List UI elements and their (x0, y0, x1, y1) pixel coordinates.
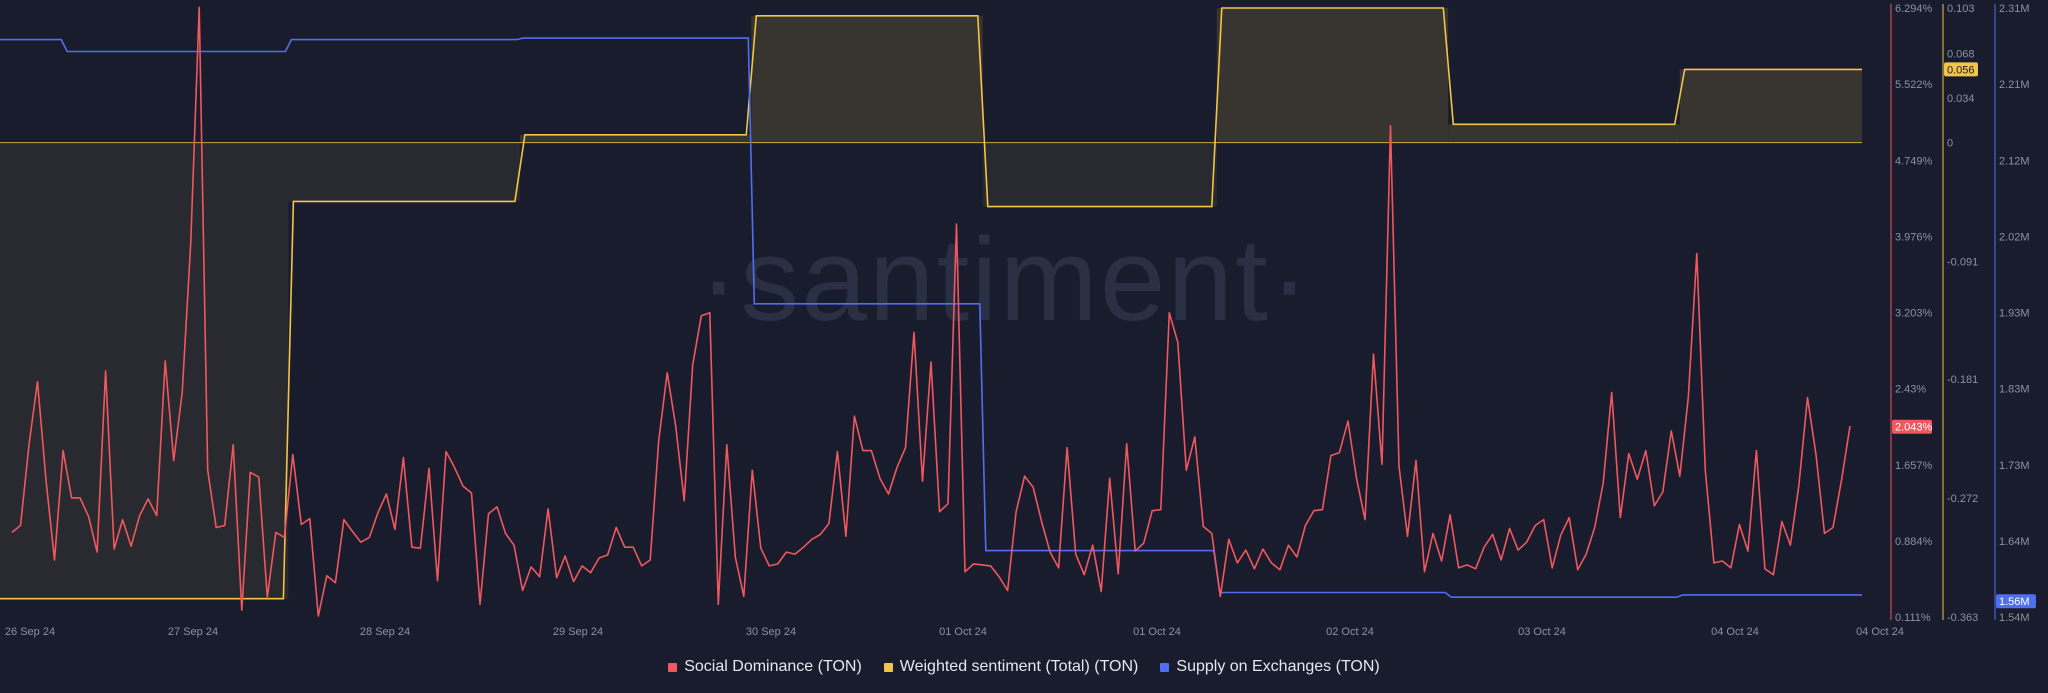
weighted-sentiment-tick-label: 0.068 (1947, 49, 1975, 61)
sentiment-fill-segment-5 (982, 142, 1217, 207)
x-tick-label: 27 Sep 24 (168, 626, 218, 638)
social-dominance-tick-label: 0.111% (1895, 612, 1931, 624)
social-dominance-tick-label: 3.203% (1895, 308, 1933, 320)
legend-swatch-social-dominance (668, 662, 678, 672)
social-dominance-tick-label: 5.522% (1895, 79, 1933, 91)
supply-tick-label: 1.83M (1999, 384, 2030, 396)
sentiment-fill-segment-3 (519, 134, 752, 143)
weighted-sentiment-tick-label: 0 (1947, 138, 1953, 150)
sentiment-line (0, 7, 1862, 600)
supply-tick-label: 1.54M (1999, 612, 2030, 624)
x-tick-label: 29 Sep 24 (553, 626, 603, 638)
x-tick-label: 30 Sep 24 (746, 626, 796, 638)
x-tick-label: 01 Oct 24 (1133, 626, 1181, 638)
social-dominance-current-badge (1892, 419, 1932, 434)
weighted-sentiment-current-badge (1944, 62, 1978, 77)
x-axis-ticks: 26 Sep 24 27 Sep 24 28 Sep 24 29 Sep 24 30 S… (5, 626, 1904, 638)
supply-tick-label: 2.21M (1999, 79, 2030, 91)
supply-line (0, 37, 1862, 598)
supply-tick-label: 1.73M (1999, 460, 2030, 472)
weighted-sentiment-tick-label: -0.272 (1947, 493, 1978, 505)
legend-label-weighted-sentiment: Weighted sentiment (Total) (TON) (899, 658, 1139, 675)
social-dominance-line (11, 6, 1851, 617)
x-tick-label: 02 Oct 24 (1326, 626, 1374, 638)
legend-item-social-dominance[interactable]: Social Dominance (TON) (668, 658, 862, 676)
legend-item-weighted-sentiment[interactable]: Weighted sentiment (Total) (TON) (883, 658, 1139, 676)
sentiment-fill-segment-2 (288, 142, 520, 202)
sentiment-fill-layer (0, 8, 1862, 599)
x-tick-label: 26 Sep 24 (5, 626, 55, 638)
weighted-sentiment-tick-label: 0.034 (1947, 93, 1975, 105)
social-dominance-tick-label: 6.294% (1895, 3, 1933, 15)
x-tick-label: 03 Oct 24 (1518, 626, 1566, 638)
x-tick-label: 04 Oct 24 (1711, 626, 1759, 638)
social-dominance-tick-label: 2.43% (1895, 384, 1926, 396)
x-tick-label: 28 Sep 24 (360, 626, 410, 638)
x-tick-label: 04 Oct 24 (1856, 626, 1904, 638)
supply-line-layer (0, 37, 1862, 598)
weighted-sentiment-tick-label: 0.103 (1947, 3, 1975, 15)
legend-label-social-dominance: Social Dominance (TON) (684, 658, 862, 675)
social-dominance-tick-label: 3.976% (1895, 231, 1933, 243)
sentiment-fill-segment-7 (1448, 124, 1680, 143)
legend-swatch-weighted-sentiment (883, 662, 893, 672)
sentiment-fill-segment-6 (1216, 8, 1449, 143)
legend-label-supply-on-exchanges: Supply on Exchanges (TON) (1176, 658, 1380, 675)
supply-tick-label: 1.64M (1999, 536, 2030, 548)
legend-swatch-supply-on-exchanges (1160, 662, 1170, 672)
supply-tick-label: 2.02M (1999, 231, 2030, 243)
legend-item-supply-on-exchanges[interactable]: Supply on Exchanges (TON) (1160, 658, 1380, 676)
axes-layer: 6.294% 5.522% 4.749% 3.976% 3.203% 2.43% 1.657… (1890, 3, 2036, 624)
watermark-text: ·santiment· (699, 214, 1311, 346)
social-line-layer (11, 6, 1851, 617)
x-tick-label: 01 Oct 24 (939, 626, 987, 638)
social-dominance-tick-label: 4.749% (1895, 155, 1933, 167)
supply-tick-label: 1.93M (1999, 308, 2030, 320)
chart-legend: Social Dominance (TON) Weighted sentimen… (0, 655, 2048, 679)
weighted-sentiment-tick-label: -0.181 (1947, 374, 1978, 386)
weighted-sentiment-tick-label: -0.363 (1947, 612, 1978, 624)
supply-tick-label: 2.31M (1999, 3, 2030, 15)
supply-current-label: 1.56M (1999, 596, 2030, 608)
sentiment-line-layer (0, 7, 1862, 600)
social-dominance-current-label: 2.043% (1895, 422, 1933, 434)
weighted-sentiment-tick-label: -0.091 (1947, 257, 1978, 269)
weighted-sentiment-current-label: 0.056 (1947, 64, 1975, 76)
supply-tick-label: 2.12M (1999, 155, 2030, 167)
sentiment-fill-segment-1 (0, 142, 289, 599)
social-dominance-tick-label: 1.657% (1895, 460, 1933, 472)
social-dominance-tick-label: 0.884% (1895, 536, 1933, 548)
sentiment-fill-segment-4 (751, 15, 983, 143)
sentiment-fill-segment-8 (1679, 69, 1862, 143)
supply-current-badge (1996, 594, 2036, 609)
